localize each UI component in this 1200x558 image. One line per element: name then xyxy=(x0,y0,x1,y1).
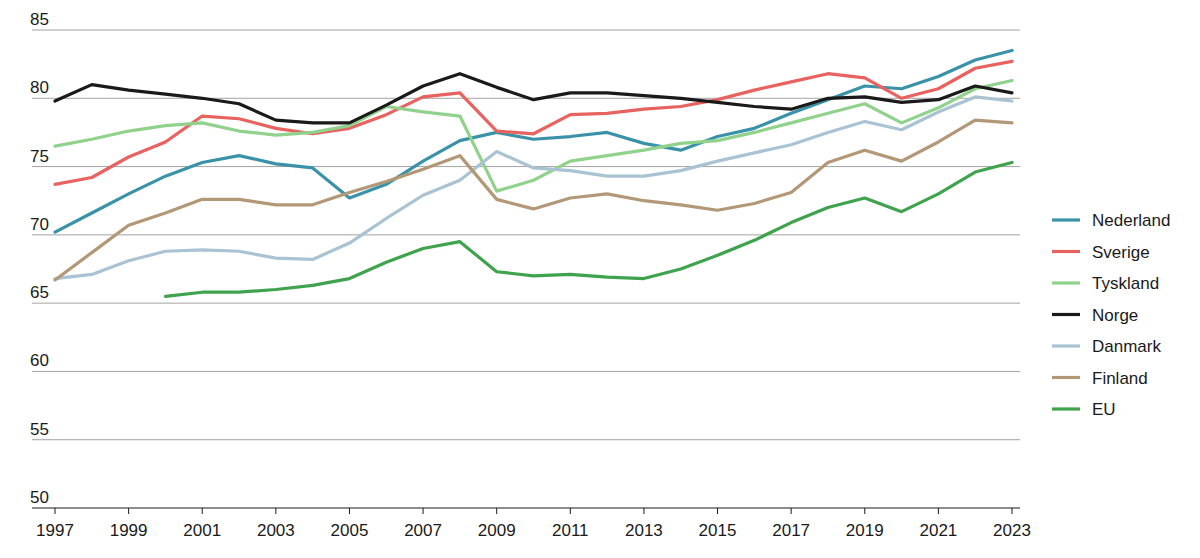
grid-line xyxy=(32,439,1020,440)
x-tick xyxy=(349,508,350,514)
grid xyxy=(32,30,1020,508)
y-tick-label: 50 xyxy=(30,488,49,507)
legend-swatch xyxy=(1052,313,1080,316)
grid-line xyxy=(32,303,1020,304)
x-tick xyxy=(423,508,424,514)
x-tick-label: 2017 xyxy=(772,521,810,540)
x-tick-label: 1999 xyxy=(110,521,148,540)
legend-swatch xyxy=(1052,250,1080,253)
legend-label: Finland xyxy=(1092,369,1148,388)
x-tick-label: 2015 xyxy=(699,521,737,540)
series-line xyxy=(55,74,1012,123)
x-tick xyxy=(791,508,792,514)
x-tick-label: 2019 xyxy=(846,521,884,540)
legend-label: Nederland xyxy=(1092,211,1170,230)
y-tick-label: 55 xyxy=(30,420,49,439)
x-tick-label: 2021 xyxy=(919,521,957,540)
grid-line xyxy=(32,234,1020,235)
x-tick xyxy=(717,508,718,514)
x-tick-label: 2001 xyxy=(183,521,221,540)
chart: 50 55 60 65 70 75 80 85 1997 1999 2001 2003 2005 2007… xyxy=(0,0,1200,558)
x-tick-label: 1997 xyxy=(36,521,74,540)
legend-label: Danmark xyxy=(1092,337,1161,356)
y-tick-label: 60 xyxy=(30,351,49,370)
grid-line xyxy=(32,30,1020,31)
x-tick xyxy=(864,508,865,514)
legend: Nederland Sverige Tyskland Norge Danmark Finl… xyxy=(1052,211,1170,419)
x-tick xyxy=(938,508,939,514)
legend-swatch xyxy=(1052,407,1080,410)
series-line xyxy=(165,162,1012,296)
x-tick-label: 2009 xyxy=(478,521,516,540)
x-tick-label: 2005 xyxy=(331,521,369,540)
legend-swatch xyxy=(1052,218,1080,221)
x-tick-label: 2013 xyxy=(625,521,663,540)
x-tick xyxy=(570,508,571,514)
series-line xyxy=(55,97,1012,279)
x-tick xyxy=(202,508,203,514)
x-tick-label: 2007 xyxy=(404,521,442,540)
y-tick-label: 75 xyxy=(30,147,49,166)
y-tick-label: 85 xyxy=(30,10,49,29)
grid-line xyxy=(32,371,1020,372)
x-tick xyxy=(275,508,276,514)
x-tick xyxy=(55,508,56,514)
lines xyxy=(55,50,1012,296)
x-tick-label: 2023 xyxy=(993,521,1031,540)
x-tick xyxy=(128,508,129,514)
x-tick xyxy=(643,508,644,514)
legend-label: EU xyxy=(1092,400,1116,419)
x-tick-label: 2011 xyxy=(552,521,589,540)
series-line xyxy=(55,50,1012,232)
y-tick-label: 70 xyxy=(30,215,49,234)
grid-line xyxy=(32,507,1020,508)
legend-label: Norge xyxy=(1092,306,1138,325)
legend-swatch xyxy=(1052,344,1080,347)
x-tick xyxy=(496,508,497,514)
legend-label: Sverige xyxy=(1092,243,1150,262)
x-tick-label: 2003 xyxy=(257,521,295,540)
y-tick-label: 80 xyxy=(30,78,49,97)
legend-swatch xyxy=(1052,281,1080,284)
y-tick-label: 65 xyxy=(30,283,49,302)
x-tick xyxy=(1012,508,1013,514)
legend-swatch xyxy=(1052,376,1080,379)
legend-label: Tyskland xyxy=(1092,274,1159,293)
